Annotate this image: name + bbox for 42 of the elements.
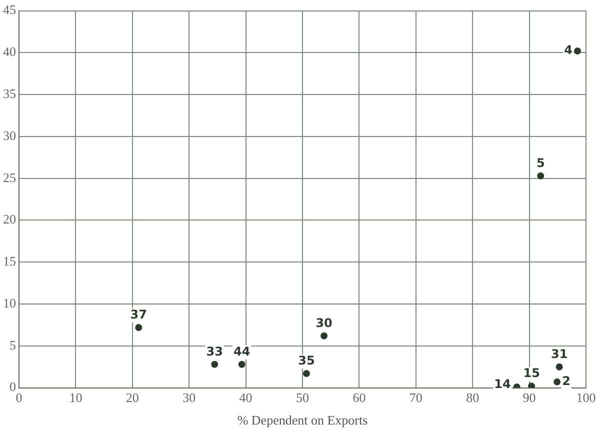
point <box>554 378 561 386</box>
x-axis-title: % Dependent on Exports <box>237 412 368 428</box>
x-tick-label: 90 <box>522 390 536 406</box>
x-tick-label: 70 <box>409 390 422 406</box>
point <box>528 382 536 388</box>
point <box>320 332 328 340</box>
x-tick-label: 10 <box>69 390 82 406</box>
y-tick-label: 25 <box>3 170 16 185</box>
y-tick-label: 40 <box>3 44 16 60</box>
annotation: 4 <box>564 43 572 58</box>
x-tick-label: 60 <box>352 390 366 406</box>
annotation: 14 <box>494 377 511 392</box>
y-tick-label: 15 <box>3 254 16 269</box>
x-tick-label: 40 <box>239 390 252 406</box>
y-tick-label: 35 <box>3 86 16 101</box>
point <box>556 363 563 370</box>
point <box>135 324 142 331</box>
annotation: 37 <box>130 308 147 322</box>
annotation: 15 <box>523 366 540 380</box>
x-tick-label: 20 <box>126 390 139 406</box>
y-tick-label: 10 <box>3 295 16 310</box>
annotation: 31 <box>551 346 568 361</box>
point <box>302 370 310 378</box>
point <box>574 48 581 55</box>
y-tick-label: 30 <box>3 128 16 143</box>
point <box>537 172 544 180</box>
y-tick-label: 5 <box>10 337 16 352</box>
y-tick-label: 45 <box>3 2 16 18</box>
x-tick-label: 100 <box>576 390 596 406</box>
annotation: 33 <box>206 344 223 358</box>
annotation: 5 <box>536 156 545 170</box>
y-tick-label: 0 <box>10 379 16 394</box>
point <box>238 360 246 368</box>
annotation: 44 <box>233 344 250 358</box>
annotation: 2 <box>562 374 570 388</box>
y-tick-label: 20 <box>3 212 16 227</box>
annotation: 35 <box>298 354 315 368</box>
x-tick-label: 30 <box>182 390 196 406</box>
annotation: 30 <box>316 316 332 330</box>
x-tick-label: 80 <box>466 390 480 406</box>
point <box>211 360 218 368</box>
x-tick-label: 50 <box>296 390 309 406</box>
